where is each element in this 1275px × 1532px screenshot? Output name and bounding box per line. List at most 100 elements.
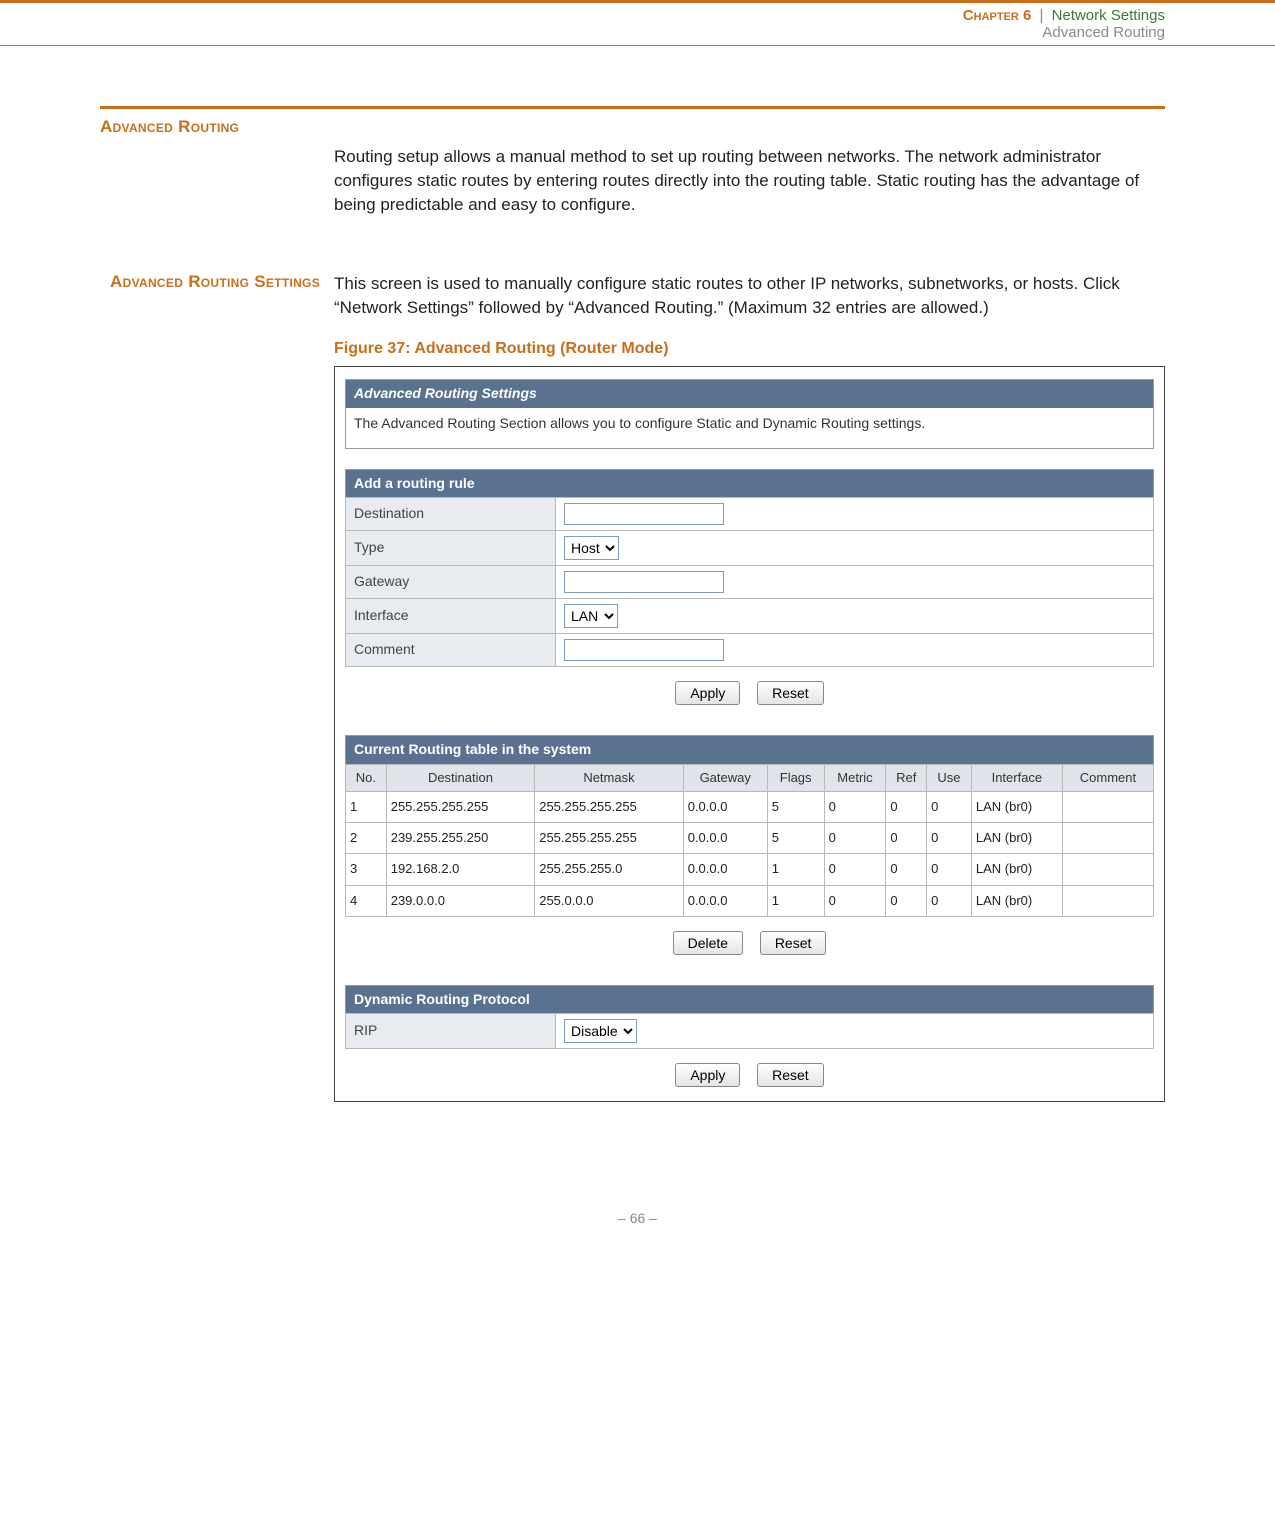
section1-body-row: Routing setup allows a manual method to … xyxy=(100,145,1165,216)
gap xyxy=(345,965,1154,985)
routing-table-header-cell: Ref xyxy=(886,764,927,791)
routing-table-header-cell: Interface xyxy=(971,764,1062,791)
routing-table-header-cell: Flags xyxy=(767,764,824,791)
routing-table: No.DestinationNetmaskGatewayFlagsMetricR… xyxy=(345,764,1154,917)
section2-body-text: This screen is used to manually configur… xyxy=(334,274,1120,317)
page-footer: – 66 – xyxy=(0,1170,1275,1256)
panel-adv-header: Advanced Routing Settings xyxy=(345,379,1154,408)
table-row: 4239.0.0.0255.0.0.00.0.0.01000LAN (br0) xyxy=(346,885,1154,916)
reset-button[interactable]: Reset xyxy=(757,1063,824,1087)
interface-select[interactable]: LAN xyxy=(564,604,618,628)
table-cell: 0 xyxy=(927,854,972,885)
panel-add-header: Add a routing rule xyxy=(345,469,1154,498)
table-cell: 3 xyxy=(346,854,387,885)
add-button-row: Apply Reset xyxy=(345,667,1154,715)
table-cell: 0 xyxy=(824,823,886,854)
routing-table-header-cell: Metric xyxy=(824,764,886,791)
table-cell: LAN (br0) xyxy=(971,823,1062,854)
comment-input[interactable] xyxy=(564,639,724,661)
table-cell: 0 xyxy=(824,791,886,822)
routing-table-body: 1255.255.255.255255.255.255.2550.0.0.050… xyxy=(346,791,1154,916)
comment-cell xyxy=(556,634,1154,667)
content-wrapper: Advanced Routing Routing setup allows a … xyxy=(0,46,1275,1170)
table-button-row: Delete Reset xyxy=(345,917,1154,965)
table-cell: LAN (br0) xyxy=(971,791,1062,822)
table-cell: 239.0.0.0 xyxy=(386,885,535,916)
table-cell: 4 xyxy=(346,885,387,916)
table-cell: 255.255.255.255 xyxy=(535,791,684,822)
table-cell: 0 xyxy=(886,854,927,885)
table-cell: 192.168.2.0 xyxy=(386,854,535,885)
table-cell: 255.255.255.255 xyxy=(386,791,535,822)
table-cell: 1 xyxy=(346,791,387,822)
table-cell: 0 xyxy=(927,791,972,822)
table-cell: 0 xyxy=(927,823,972,854)
table-cell: 5 xyxy=(767,791,824,822)
table-cell: 0.0.0.0 xyxy=(683,885,767,916)
comment-label: Comment xyxy=(346,634,556,667)
type-label: Type xyxy=(346,531,556,566)
delete-button[interactable]: Delete xyxy=(673,931,743,955)
type-cell: Host xyxy=(556,531,1154,566)
dyn-button-row: Apply Reset xyxy=(345,1049,1154,1087)
type-select[interactable]: Host xyxy=(564,536,619,560)
routing-table-header-cell: No. xyxy=(346,764,387,791)
destination-label: Destination xyxy=(346,498,556,531)
header-title: Network Settings xyxy=(1052,7,1165,24)
apply-button[interactable]: Apply xyxy=(675,681,740,705)
routing-table-header-cell: Use xyxy=(927,764,972,791)
figure-caption: Figure 37: Advanced Routing (Router Mode… xyxy=(334,338,1165,360)
spacer xyxy=(100,244,1165,272)
table-cell: 0.0.0.0 xyxy=(683,791,767,822)
table-cell xyxy=(1062,854,1153,885)
routing-table-header-cell: Netmask xyxy=(535,764,684,791)
table-row: 1255.255.255.255255.255.255.2550.0.0.050… xyxy=(346,791,1154,822)
page-header: Chapter 6 | Network Settings Advanced Ro… xyxy=(0,0,1275,46)
form-add-routing-rule: Destination Type Host Gateway xyxy=(345,497,1154,667)
table-cell: 239.255.255.250 xyxy=(386,823,535,854)
table-cell: 5 xyxy=(767,823,824,854)
panel-adv-desc: The Advanced Routing Section allows you … xyxy=(345,408,1154,449)
section-advanced-routing-settings: Advanced Routing Settings This screen is… xyxy=(100,272,1165,1102)
table-cell: 0.0.0.0 xyxy=(683,854,767,885)
table-cell: 2 xyxy=(346,823,387,854)
table-cell: 255.255.255.0 xyxy=(535,854,684,885)
routing-table-header-cell: Comment xyxy=(1062,764,1153,791)
routing-table-head-row: No.DestinationNetmaskGatewayFlagsMetricR… xyxy=(346,764,1154,791)
gap xyxy=(345,715,1154,735)
header-subtitle: Advanced Routing xyxy=(1042,24,1165,41)
reset-button[interactable]: Reset xyxy=(760,931,827,955)
interface-cell: LAN xyxy=(556,599,1154,634)
table-cell: 0.0.0.0 xyxy=(683,823,767,854)
panel-dyn-header: Dynamic Routing Protocol xyxy=(345,985,1154,1014)
reset-button[interactable]: Reset xyxy=(757,681,824,705)
apply-button[interactable]: Apply xyxy=(675,1063,740,1087)
section-advanced-routing: Advanced Routing xyxy=(100,117,1165,137)
section-heading: Advanced Routing xyxy=(100,117,320,137)
chapter-label: Chapter 6 xyxy=(963,7,1032,24)
screenshot-box: Advanced Routing Settings The Advanced R… xyxy=(334,366,1165,1102)
table-row: 3192.168.2.0255.255.255.00.0.0.01000LAN … xyxy=(346,854,1154,885)
gap xyxy=(345,449,1154,469)
section2-heading: Advanced Routing Settings xyxy=(100,272,320,1102)
table-cell xyxy=(1062,823,1153,854)
panel-table-header: Current Routing table in the system xyxy=(345,735,1154,764)
rip-select[interactable]: Disable xyxy=(564,1019,637,1043)
table-cell: 1 xyxy=(767,854,824,885)
routing-table-header-cell: Gateway xyxy=(683,764,767,791)
table-cell: 0 xyxy=(824,885,886,916)
gateway-label: Gateway xyxy=(346,566,556,599)
table-cell: 1 xyxy=(767,885,824,916)
gateway-input[interactable] xyxy=(564,571,724,593)
table-cell: 255.0.0.0 xyxy=(535,885,684,916)
section1-body: Routing setup allows a manual method to … xyxy=(334,145,1165,216)
table-cell: 0 xyxy=(886,885,927,916)
form-dynamic-routing: RIP Disable xyxy=(345,1013,1154,1049)
rip-label: RIP xyxy=(346,1014,556,1049)
table-cell: 255.255.255.255 xyxy=(535,823,684,854)
gateway-cell xyxy=(556,566,1154,599)
routing-table-header-cell: Destination xyxy=(386,764,535,791)
table-cell: LAN (br0) xyxy=(971,885,1062,916)
destination-input[interactable] xyxy=(564,503,724,525)
table-cell xyxy=(1062,885,1153,916)
